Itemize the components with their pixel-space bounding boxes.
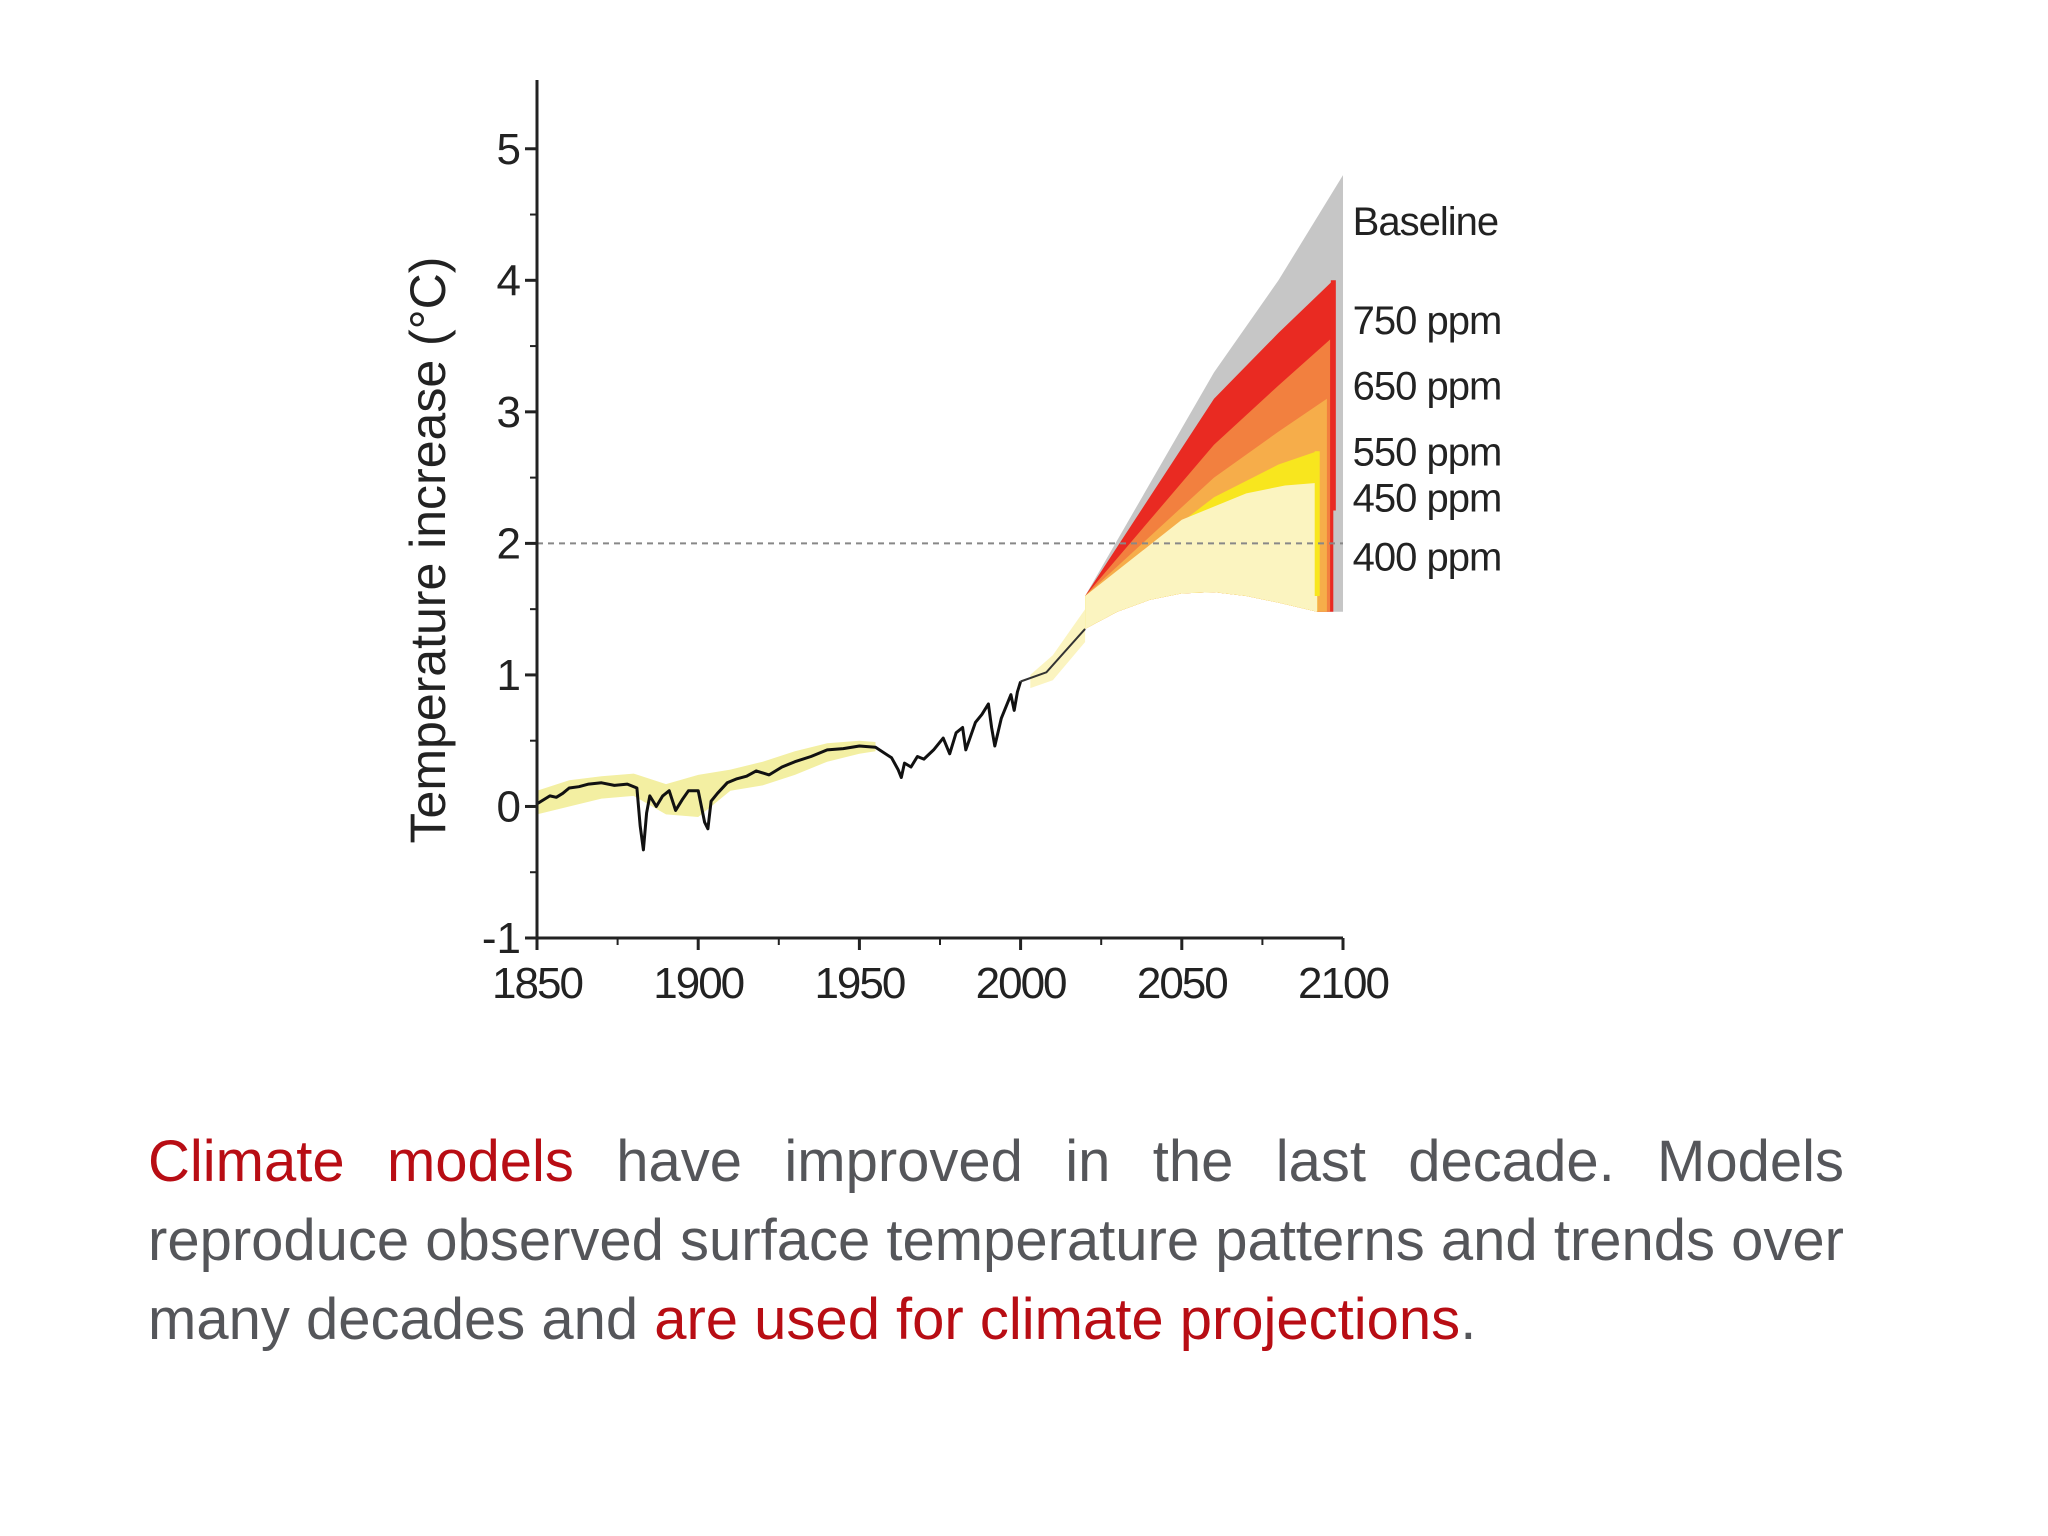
x-tick-label: 2050 <box>1137 959 1227 1008</box>
scenario-band-400-ppm <box>1085 482 1318 629</box>
scenario-label-450-ppm: 450 ppm <box>1353 476 1502 520</box>
projection-mean-line <box>1020 628 1086 683</box>
scenario-label-650-ppm: 650 ppm <box>1353 365 1502 409</box>
scenario-label-400-ppm: 400 ppm <box>1353 536 1502 580</box>
temperature-chart: -1 0 1 2 3 4 5 1850 1900 1950 2000 2050 2100 Temperat… <box>400 80 1502 1008</box>
scenario-label-750-ppm: 750 ppm <box>1353 299 1502 343</box>
caption-text-1: have improved in the last decade. Models… <box>148 1129 1845 1352</box>
y-tick-label: 0 <box>497 782 521 831</box>
x-tick-label: 2000 <box>976 959 1066 1008</box>
y-tick-label: 5 <box>497 125 521 174</box>
y-tick-label: 4 <box>497 256 521 305</box>
caption-text-2: . <box>1460 1287 1477 1352</box>
y-tick-label: -1 <box>482 914 521 963</box>
caption-highlight-projections: are used for climate projections <box>654 1287 1461 1352</box>
early-projection-band <box>1030 609 1086 689</box>
x-tick-label: 1900 <box>653 959 743 1008</box>
y-tick-label: 1 <box>497 651 521 700</box>
caption-paragraph: Climate models have improved in the last… <box>148 1122 1844 1359</box>
scenario-label-baseline: Baseline <box>1353 200 1498 244</box>
y-axis-label: Temperature increase (°C) <box>400 257 456 844</box>
observed-temperature-line <box>536 681 1023 852</box>
y-tick-label: 2 <box>497 519 521 568</box>
caption-highlight-climate-models: Climate models <box>148 1129 574 1194</box>
x-tick-label: 2100 <box>1298 959 1388 1008</box>
scenario-label-550-ppm: 550 ppm <box>1353 430 1502 474</box>
x-tick-label: 1850 <box>492 959 582 1008</box>
y-tick-label: 3 <box>497 388 521 437</box>
observed-uncertainty-band <box>537 740 876 817</box>
x-tick-label: 1950 <box>814 959 904 1008</box>
